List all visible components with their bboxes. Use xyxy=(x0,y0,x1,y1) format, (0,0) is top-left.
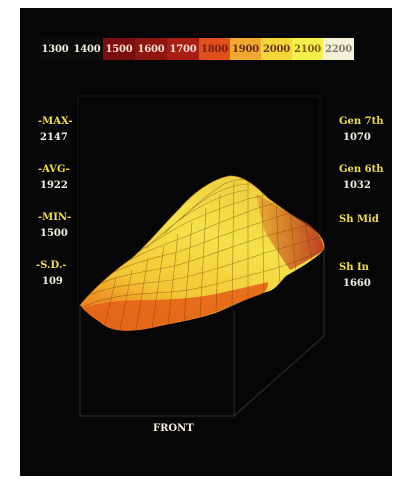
legend-value: 1400 xyxy=(73,43,101,55)
min-label: -MIN- xyxy=(38,212,72,223)
legend-value: 1800 xyxy=(200,43,229,55)
legend-value: 1900 xyxy=(231,43,260,55)
legend-swatch: 1300 xyxy=(39,38,71,60)
sd-label: -S.D.- xyxy=(36,260,67,271)
legend-value: 1600 xyxy=(137,43,165,55)
sh-in-value: 1660 xyxy=(343,278,371,289)
legend-swatch: 2000 xyxy=(261,38,292,60)
sd-value: 109 xyxy=(42,276,63,287)
box-wireframe xyxy=(79,252,325,417)
legend-value: 1300 xyxy=(41,43,69,55)
legend-swatch: 1900 xyxy=(230,38,261,60)
legend-value: 1500 xyxy=(105,43,133,55)
avg-value: 1922 xyxy=(40,180,68,191)
legend-value: 2000 xyxy=(262,43,291,55)
max-label: -MAX- xyxy=(38,116,73,127)
color-scale-legend: 1300 1400 1500 1600 1700 1800 1900 2000 … xyxy=(39,38,354,60)
sh-mid-label: Sh Mid xyxy=(339,214,379,225)
avg-label: -AVG- xyxy=(38,164,70,175)
legend-value: 2100 xyxy=(293,43,322,55)
min-value: 1500 xyxy=(40,228,68,239)
legend-swatch: 2200 xyxy=(323,38,354,60)
legend-value: 1700 xyxy=(169,43,197,55)
thermal-map-display: 1300 1400 1500 1600 1700 1800 1900 2000 … xyxy=(20,8,392,476)
gen-6th-label: Gen 6th xyxy=(339,164,384,175)
legend-swatch: 1500 xyxy=(103,38,135,60)
legend-swatch: 2100 xyxy=(292,38,323,60)
legend-swatch: 1800 xyxy=(199,38,230,60)
legend-swatch: 1400 xyxy=(71,38,103,60)
max-value: 2147 xyxy=(40,132,68,143)
gen-7th-value: 1070 xyxy=(343,132,371,143)
front-label: FRONT xyxy=(153,423,194,434)
legend-swatch: 1600 xyxy=(135,38,167,60)
sh-in-label: Sh In xyxy=(339,262,369,273)
gen-6th-value: 1032 xyxy=(343,180,371,191)
legend-value: 2200 xyxy=(324,43,353,55)
gen-7th-label: Gen 7th xyxy=(339,116,384,127)
temperature-surface xyxy=(79,175,325,331)
legend-swatch: 1700 xyxy=(167,38,199,60)
surface-plot xyxy=(77,95,325,417)
